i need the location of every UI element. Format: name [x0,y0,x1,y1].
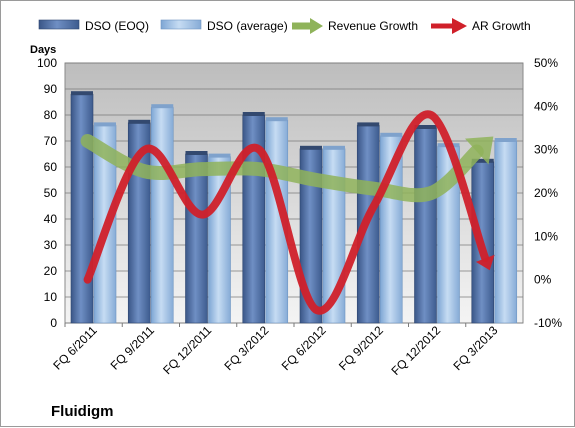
company-name: Fluidigm [51,403,114,420]
right-tick-label: 20% [534,186,558,200]
left-tick-label: 70 [44,134,58,148]
revenue-growth-line [80,134,484,203]
bar-dso-eoq [414,127,437,324]
bar-dso-average [150,106,174,324]
bar-dso-average-top [265,117,288,122]
bar-dso-average-top [94,122,116,127]
left-axis-ticks: 0 10 20 30 40 50 60 70 80 90 100 [37,56,57,330]
ar-growth-arrowhead [475,254,495,271]
left-tick-label: 10 [44,290,58,304]
left-tick-label: 50 [44,186,58,200]
right-tick-label: 10% [534,229,558,243]
bar-dso-eoq-top [414,125,437,129]
left-tick-label: 20 [44,264,58,278]
right-tick-label: -10% [534,316,562,330]
left-axis-title: Days [30,44,56,56]
bar-dso-eoq-top [242,112,265,116]
x-tick-label: FQ 12/2011 [160,323,214,377]
bar-dso-eoq-top [128,119,151,124]
legend-label-ar-growth: AR Growth [472,19,531,33]
bar-dso-eoq-top [357,122,380,127]
x-tick-label: FQ 6/2012 [279,323,329,373]
legend-label-dso-eoq: DSO (EOQ) [85,19,149,33]
bar-dso-average-top [380,132,403,137]
line-series [80,110,495,315]
bar-dso-eoq-top [300,145,322,150]
right-tick-label: 50% [534,56,558,70]
x-tick-label: FQ 9/2012 [336,323,386,373]
bar-dso-eoq-top [71,91,93,96]
right-axis-ticks: -10% 0% 10% 20% 30% 40% 50% [534,56,562,330]
bar-dso-average-top [494,138,517,142]
bar-dso-average-top [323,145,345,150]
left-tick-label: 100 [37,56,57,70]
right-tick-label: 0% [534,273,552,287]
bar-dso-eoq-top [185,151,208,155]
legend-swatch-dso-average [160,19,202,30]
left-tick-label: 40 [44,212,58,226]
left-tick-label: 60 [44,160,58,174]
x-tick-label: FQ 12/2012 [389,323,444,378]
legend-label-revenue-growth: Revenue Growth [328,19,418,33]
legend-swatch-revenue-growth-head [310,18,323,34]
x-tick-label: FQ 3/2012 [222,323,272,373]
bar-dso-eoq-top [471,158,494,163]
left-tick-label: 0 [50,316,57,330]
bar-dso-average [494,140,518,324]
bar-dso-eoq [185,153,208,324]
left-tick-label: 30 [44,238,58,252]
bar-dso-average-top [208,153,231,158]
bar-dso-average-top [151,104,174,109]
legend-label-dso-average: DSO (average) [207,19,288,33]
revenue-growth-arrowhead [465,136,494,165]
x-tick-label: FQ 9/2011 [108,323,158,373]
legend-swatch-ar-growth-head [452,18,467,34]
x-axis-ticks: FQ 6/2011 FQ 9/2011 FQ 12/2011 FQ 3/2012 FQ … [50,323,500,378]
ar-growth-line [83,110,490,315]
bar-dso-eoq [70,93,94,324]
x-tick-label: FQ 3/2013 [451,323,501,373]
left-tick-label: 90 [44,82,58,96]
legend: DSO (EOQ) DSO (average) Revenue Growth AR G… [38,18,531,34]
left-tick-label: 80 [44,108,58,122]
legend-swatch-dso-eoq [38,19,80,30]
right-tick-label: 40% [534,99,558,113]
x-tick-label: FQ 6/2011 [50,323,100,373]
right-tick-label: 30% [534,143,558,157]
